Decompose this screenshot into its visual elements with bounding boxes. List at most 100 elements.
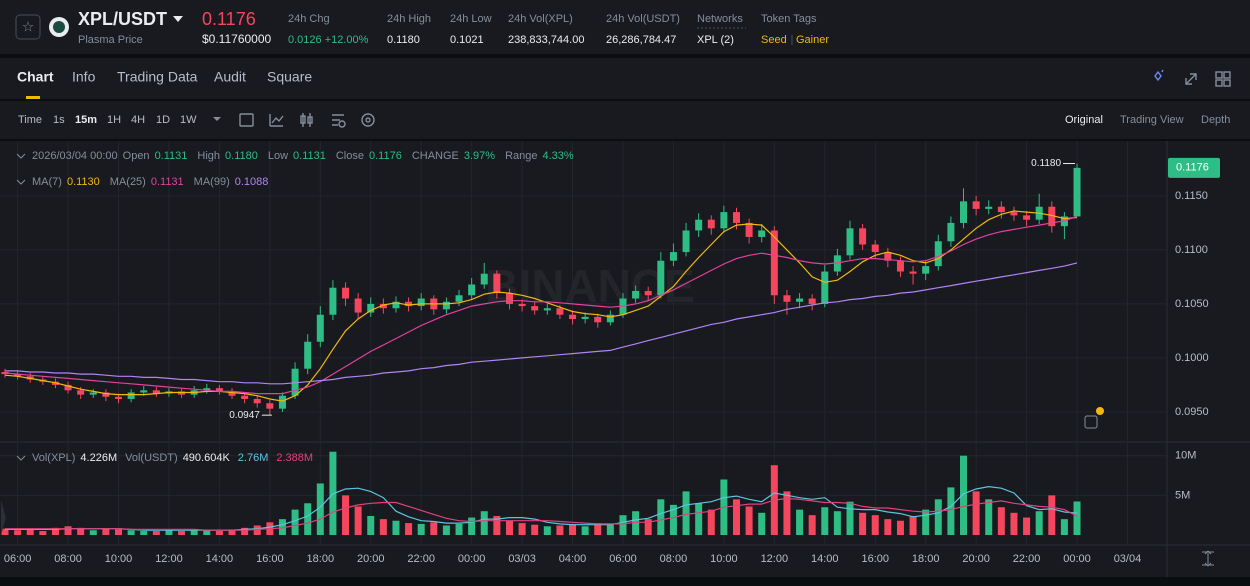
volume-bar — [543, 526, 551, 535]
stat-value: 0.1180 — [387, 34, 420, 46]
volume-bar — [1023, 517, 1031, 535]
volume-bar — [165, 530, 173, 535]
collapse-arrow[interactable] — [16, 153, 26, 159]
interval[interactable]: 1D — [156, 114, 170, 126]
candle-body — [632, 290, 640, 299]
volume-bar — [39, 531, 47, 535]
volume-bar — [14, 530, 22, 535]
stat-label[interactable]: Networks — [697, 13, 743, 25]
interval[interactable]: 1s — [53, 114, 65, 126]
toolbar-icons — [213, 69, 1231, 128]
x-tick-label: 12:00 — [155, 553, 183, 565]
interval[interactable]: 4H — [131, 114, 145, 126]
volume-bar — [808, 515, 816, 535]
token-logo-inner — [53, 21, 65, 33]
event-icon[interactable] — [1084, 415, 1098, 429]
tab[interactable]: Square — [267, 69, 312, 85]
candle-body — [821, 271, 829, 304]
volume-bar — [405, 523, 413, 535]
volume-bar — [581, 526, 589, 535]
interval[interactable]: 15m — [75, 114, 97, 126]
ma-line — [4, 215, 1078, 395]
candle-body — [215, 388, 223, 392]
volume-bar — [922, 509, 930, 535]
x-tick-label: 03/03 — [508, 553, 536, 565]
star-icon: ☆ — [22, 19, 35, 35]
subtitle[interactable]: Plasma Price — [78, 34, 143, 46]
volume-bar — [884, 519, 892, 535]
view-option[interactable]: Original — [1065, 114, 1103, 126]
candle-body — [985, 206, 993, 209]
volume-bar — [178, 531, 186, 535]
volume-bar — [342, 495, 350, 535]
high-label: 0.1180 — [1031, 158, 1061, 169]
volume-bar — [947, 487, 955, 535]
legends: 2026/03/04 00:00 Open 0.1131 High 0.1180 Low 0… — [16, 150, 574, 464]
volume-legend-value: 490.604K — [183, 452, 231, 464]
favorite-button[interactable] — [15, 14, 41, 40]
tabs: Chart Info Trading Data Audit Square — [17, 69, 312, 85]
tag[interactable]: Gainer — [796, 34, 829, 46]
candle-body — [354, 298, 362, 313]
interval[interactable]: 1W — [180, 114, 197, 126]
volume-bar — [1010, 512, 1018, 535]
collapse-handle[interactable] — [1, 500, 6, 535]
info-label: Close — [336, 150, 364, 162]
candle-body — [972, 201, 980, 209]
volume-bar — [657, 499, 665, 535]
volume-legend-name: Vol(USDT) — [125, 452, 178, 464]
tab[interactable]: Trading Data — [117, 69, 198, 85]
candle-body — [89, 392, 97, 395]
last-price: 0.1176 — [202, 9, 256, 29]
volume-bar — [51, 527, 59, 535]
view-option[interactable]: Trading View — [1120, 114, 1184, 126]
volume-bar — [291, 509, 299, 535]
candle-body — [871, 244, 879, 253]
stat-label: 24h Low — [450, 13, 492, 25]
collapse-arrow[interactable] — [16, 179, 26, 185]
candle-body — [1023, 215, 1031, 220]
volume-bar — [619, 515, 627, 535]
tab-bar — [0, 58, 1250, 99]
candle-body — [594, 316, 602, 323]
candle-body — [543, 308, 551, 311]
stat-value: 26,286,784.47 — [606, 34, 676, 46]
collapse-arrow[interactable] — [16, 455, 26, 461]
info-label: Open — [123, 150, 150, 162]
pair-name[interactable]: XPL/USDT — [78, 9, 167, 29]
volume-ma-line — [5, 497, 1078, 531]
volume-bar — [934, 499, 942, 535]
tag[interactable]: Seed — [761, 34, 787, 46]
candle-body — [657, 260, 665, 296]
view-option[interactable]: Depth — [1201, 114, 1230, 126]
x-tick-label: 06:00 — [4, 553, 32, 565]
candle-body — [997, 206, 1005, 213]
tab[interactable]: Audit — [214, 69, 246, 85]
volume-bar — [379, 519, 387, 535]
tab[interactable]: Chart — [17, 69, 54, 85]
interval[interactable]: 1H — [107, 114, 121, 126]
volume-bar — [821, 507, 829, 535]
active-tab-indicator — [26, 96, 40, 99]
candle-body — [934, 241, 942, 267]
notification-dot[interactable] — [1096, 407, 1104, 415]
candle-body — [115, 396, 123, 399]
x-tick-label: 08:00 — [660, 553, 688, 565]
stats: 24h Chg 0.0126 +12.00% 24h High 0.1180 24h L… — [288, 13, 746, 46]
volume-bar — [392, 520, 400, 535]
x-tick-label: 20:00 — [357, 553, 385, 565]
tab[interactable]: Info — [72, 69, 96, 85]
y-tick-label: 0.1000 — [1175, 352, 1209, 364]
volume-bar — [89, 530, 97, 535]
info-value: 0.1131 — [155, 150, 188, 162]
axis-scale-toggle[interactable] — [1202, 550, 1214, 567]
candle-body — [505, 293, 513, 304]
candle-body — [77, 390, 85, 395]
volume-bar — [569, 523, 577, 535]
x-tick-label: 06:00 — [609, 553, 637, 565]
candle-body — [304, 341, 312, 369]
pair-dropdown[interactable] — [173, 16, 183, 22]
candle-body — [783, 295, 791, 302]
volume-legend-name: Vol(XPL) — [32, 452, 75, 464]
